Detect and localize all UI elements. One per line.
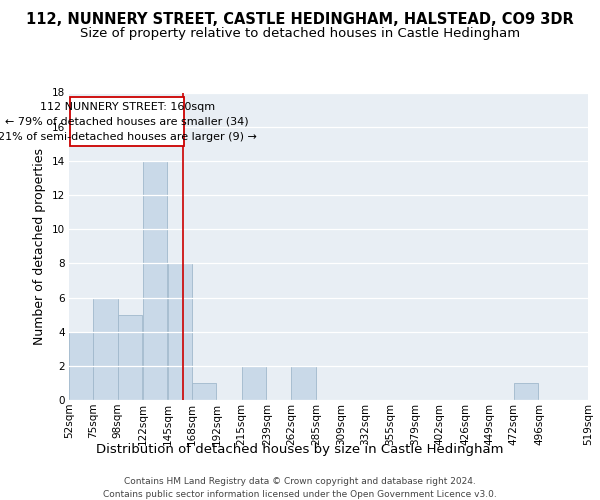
FancyBboxPatch shape [70,97,184,146]
Bar [143,161,167,400]
Bar [192,383,216,400]
Bar [69,332,94,400]
Bar [242,366,266,400]
Bar [292,366,316,400]
Bar [118,314,142,400]
Text: 21% of semi-detached houses are larger (9) →: 21% of semi-detached houses are larger (… [0,132,257,142]
Bar [167,264,192,400]
Y-axis label: Number of detached properties: Number of detached properties [33,148,46,345]
Text: 112, NUNNERY STREET, CASTLE HEDINGHAM, HALSTEAD, CO9 3DR: 112, NUNNERY STREET, CASTLE HEDINGHAM, H… [26,12,574,28]
Text: ← 79% of detached houses are smaller (34): ← 79% of detached houses are smaller (34… [5,117,249,127]
Text: 112 NUNNERY STREET: 160sqm: 112 NUNNERY STREET: 160sqm [40,102,215,112]
Text: Size of property relative to detached houses in Castle Hedingham: Size of property relative to detached ho… [80,28,520,40]
Text: Contains public sector information licensed under the Open Government Licence v3: Contains public sector information licen… [103,490,497,499]
Bar [514,383,538,400]
Bar [94,298,118,400]
Text: Distribution of detached houses by size in Castle Hedingham: Distribution of detached houses by size … [96,442,504,456]
Text: Contains HM Land Registry data © Crown copyright and database right 2024.: Contains HM Land Registry data © Crown c… [124,478,476,486]
